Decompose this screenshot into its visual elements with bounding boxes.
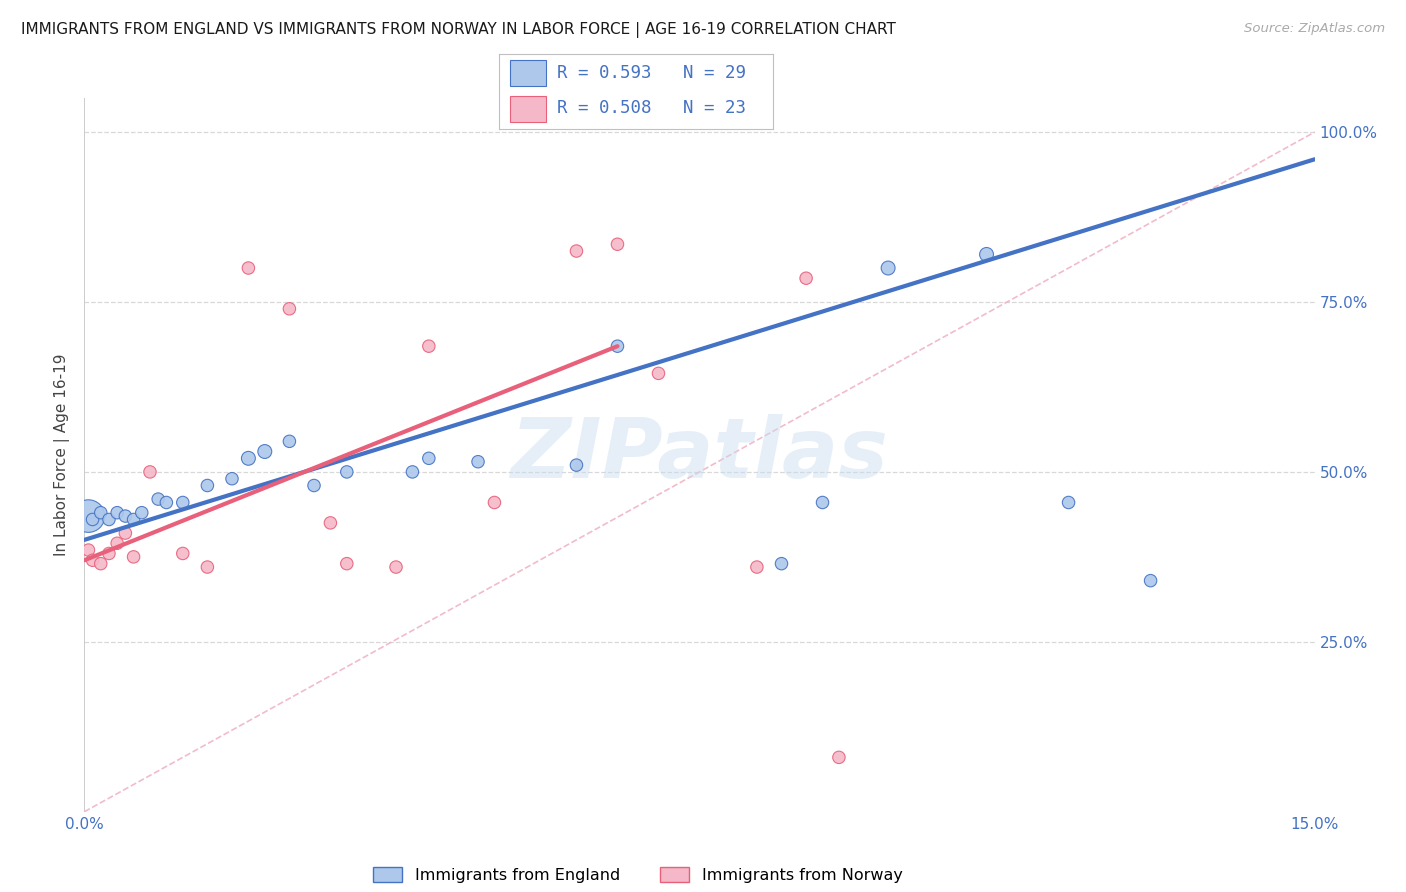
Point — [828, 750, 851, 764]
Point — [122, 512, 145, 526]
Point — [484, 495, 506, 509]
Point — [606, 237, 628, 252]
Point — [238, 260, 260, 275]
Point — [418, 451, 440, 466]
Text: R = 0.593   N = 29: R = 0.593 N = 29 — [557, 64, 745, 82]
Point — [90, 557, 112, 571]
Point — [131, 506, 153, 520]
Point — [98, 512, 121, 526]
Point — [467, 455, 489, 469]
Point — [606, 339, 628, 353]
Point — [105, 506, 128, 520]
Point — [253, 444, 276, 458]
Bar — [510, 61, 546, 87]
Point — [82, 553, 104, 567]
Point — [238, 451, 260, 466]
Point — [302, 478, 325, 492]
Point — [114, 509, 136, 524]
Point — [197, 560, 219, 574]
Point — [105, 536, 128, 550]
Point — [172, 546, 194, 560]
Point — [565, 244, 588, 258]
Point — [77, 543, 100, 558]
Point — [877, 260, 900, 275]
Point — [77, 509, 100, 524]
Point — [221, 472, 243, 486]
Point — [155, 495, 177, 509]
Point — [139, 465, 162, 479]
Point — [976, 247, 998, 261]
Point — [794, 271, 817, 285]
Point — [336, 465, 359, 479]
Point — [90, 506, 112, 520]
Point — [385, 560, 408, 574]
Text: IMMIGRANTS FROM ENGLAND VS IMMIGRANTS FROM NORWAY IN LABOR FORCE | AGE 16-19 COR: IMMIGRANTS FROM ENGLAND VS IMMIGRANTS FR… — [21, 22, 896, 38]
Point — [172, 495, 194, 509]
Text: Source: ZipAtlas.com: Source: ZipAtlas.com — [1244, 22, 1385, 36]
Point — [148, 492, 170, 507]
Point — [197, 478, 219, 492]
Point — [82, 512, 104, 526]
Text: ZIPatlas: ZIPatlas — [510, 415, 889, 495]
Point — [647, 367, 669, 381]
Point — [122, 549, 145, 564]
Text: R = 0.508   N = 23: R = 0.508 N = 23 — [557, 99, 745, 117]
Bar — [510, 96, 546, 122]
Point — [1057, 495, 1080, 509]
Legend: Immigrants from England, Immigrants from Norway: Immigrants from England, Immigrants from… — [367, 861, 908, 889]
Point — [565, 458, 588, 472]
Point — [770, 557, 793, 571]
Point — [319, 516, 342, 530]
Point — [1139, 574, 1161, 588]
Point — [418, 339, 440, 353]
Point — [278, 301, 301, 316]
Point — [278, 434, 301, 449]
Point — [401, 465, 423, 479]
Y-axis label: In Labor Force | Age 16-19: In Labor Force | Age 16-19 — [55, 353, 70, 557]
Point — [336, 557, 359, 571]
Point — [114, 526, 136, 541]
Point — [811, 495, 834, 509]
Point — [98, 546, 121, 560]
Point — [745, 560, 768, 574]
